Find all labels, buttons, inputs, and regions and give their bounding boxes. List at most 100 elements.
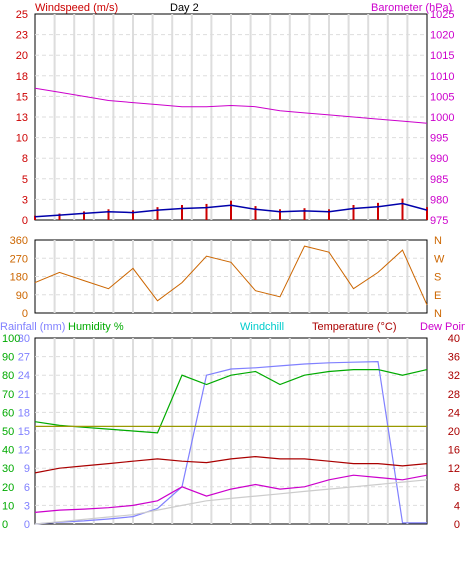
- temperature-line: [34, 455, 428, 474]
- temperature-tick-label: 0: [454, 519, 460, 531]
- compass-tick-label: N: [434, 308, 442, 320]
- windspeed-tick-label: 25: [16, 9, 28, 21]
- wind-direction-tick-label: 0: [22, 308, 28, 320]
- temperature-axis-title: Temperature (°C): [312, 321, 396, 333]
- barometer-tick-label: 980: [430, 194, 448, 206]
- temperature-tick-label: 40: [448, 333, 460, 345]
- windspeed-bar: [107, 209, 110, 220]
- windspeed-tick-label: 3: [22, 194, 28, 206]
- windspeed-tick-label: 0: [22, 215, 28, 227]
- humidity-tick-label: 10: [2, 500, 14, 512]
- windspeed-bar: [377, 202, 379, 220]
- rainfall-tick-label: 0: [24, 519, 30, 531]
- wind-direction-tick-label: 360: [10, 235, 28, 247]
- windspeed-tick-label: 23: [16, 30, 28, 42]
- barometer-tick-label: 990: [430, 153, 448, 165]
- humidity-tick-label: 40: [2, 445, 14, 457]
- windspeed-bar: [303, 208, 306, 220]
- windspeed-bar: [132, 210, 134, 220]
- rainfall-tick-label: 27: [18, 352, 30, 364]
- rainfall-tick-label: 3: [24, 500, 30, 512]
- windspeed-tick-label: 5: [22, 174, 28, 186]
- windspeed-axis-title: Windspeed (m/s): [35, 2, 118, 14]
- barometer-tick-label: 1025: [430, 9, 454, 21]
- windspeed-bar: [156, 207, 159, 220]
- temperature-tick-label: 4: [454, 500, 460, 512]
- wind-average-line: [34, 202, 428, 218]
- compass-tick-label: N: [434, 235, 442, 247]
- rainfall-line: [34, 360, 427, 525]
- barometer-tick-label: 1020: [430, 30, 454, 42]
- windspeed-bar: [83, 211, 85, 220]
- barometer-line: [34, 87, 428, 124]
- dewpoint-line: [34, 474, 428, 513]
- humidity-tick-label: 80: [2, 370, 14, 382]
- rainfall-tick-label: 21: [18, 389, 30, 401]
- temperature-tick-label: 8: [454, 482, 460, 494]
- barometer-tick-label: 1005: [430, 91, 454, 103]
- rainfall-tick-label: 24: [18, 370, 30, 382]
- rainfall-tick-label: 15: [18, 426, 30, 438]
- humidity-tick-label: 70: [2, 389, 14, 401]
- windspeed-tick-label: 10: [16, 133, 28, 145]
- rainfall-tick-label: 30: [18, 333, 30, 345]
- windspeed-tick-label: 18: [16, 71, 28, 83]
- humidity-tick-label: 100: [2, 333, 20, 345]
- temperature-tick-label: 20: [448, 426, 460, 438]
- rainfall-tick-label: 6: [24, 482, 30, 494]
- compass-tick-label: W: [434, 253, 445, 265]
- barometer-tick-label: 1015: [430, 50, 454, 62]
- temperature-tick-label: 32: [448, 370, 460, 382]
- windspeed-barometer-panel: 0 3 5 8 10 13 15 18 20 23 25 975 980 985 990 995 1000 100…: [16, 9, 455, 227]
- compass-tick-label: E: [434, 290, 441, 302]
- humidity-tick-label: 30: [2, 463, 14, 475]
- temperature-tick-label: 28: [448, 389, 460, 401]
- rainfall-tick-label: 18: [18, 407, 30, 419]
- barometer-tick-label: 975: [430, 215, 448, 227]
- temperature-tick-label: 12: [448, 463, 460, 475]
- wind-direction-line: [34, 245, 428, 306]
- dewpoint-axis-title: Dew Point: [420, 321, 465, 333]
- humidity-tick-label: 20: [2, 482, 14, 494]
- windspeed-bar: [230, 200, 232, 220]
- temperature-tick-label: 16: [448, 445, 460, 457]
- windspeed-bar: [58, 213, 61, 220]
- wind-direction-tick-label: 180: [10, 272, 28, 284]
- rainfall-axis-title: Rainfall (mm): [0, 321, 65, 333]
- humidity-line: [34, 369, 428, 434]
- humidity-tick-label: 0: [2, 519, 8, 531]
- humidity-tick-label: 60: [2, 407, 14, 419]
- barometer-tick-label: 985: [430, 174, 448, 186]
- windspeed-bar: [181, 205, 183, 220]
- compass-tick-label: S: [434, 272, 441, 284]
- windspeed-bar: [426, 207, 428, 220]
- humidity-tick-label: 90: [2, 352, 14, 364]
- windspeed-bar: [352, 205, 355, 220]
- barometer-tick-label: 1000: [430, 112, 454, 124]
- rainfall-tick-label: 12: [18, 445, 30, 457]
- humidity-tick-label: 50: [2, 426, 14, 438]
- windspeed-bar: [279, 209, 281, 220]
- rainfall-tick-label: 9: [24, 463, 30, 475]
- barometer-axis-title: Barometer (hPa): [371, 2, 452, 14]
- windspeed-tick-label: 8: [22, 153, 28, 165]
- wind-direction-tick-label: 90: [16, 290, 28, 302]
- windspeed-tick-label: 20: [16, 50, 28, 62]
- dewpoint-trend-line: [34, 479, 428, 525]
- day-title: Day 2: [170, 2, 199, 14]
- windspeed-bar: [205, 203, 208, 220]
- windchill-axis-title: Windchill: [240, 321, 284, 333]
- humidity-axis-title: Humidity %: [68, 321, 124, 333]
- barometer-tick-label: 1010: [430, 71, 454, 83]
- windspeed-tick-label: 13: [16, 112, 28, 124]
- barometer-tick-label: 995: [430, 133, 448, 145]
- windspeed-bar: [254, 206, 257, 220]
- windspeed-bar: [401, 198, 404, 220]
- windspeed-bar: [34, 215, 36, 220]
- windspeed-tick-label: 15: [16, 91, 28, 103]
- temperature-tick-label: 24: [448, 407, 460, 419]
- temperature-tick-label: 36: [448, 352, 460, 364]
